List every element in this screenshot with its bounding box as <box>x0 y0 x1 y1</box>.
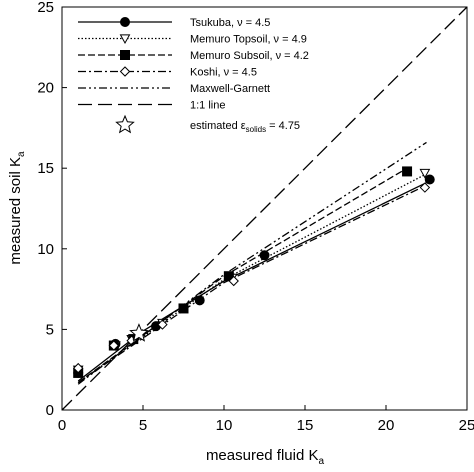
x-axis-label-text: measured fluid K <box>206 447 319 464</box>
x-tick-label: 5 <box>139 417 147 434</box>
legend-marker <box>120 50 130 60</box>
legend-label: estimated εsolids = 4.75 <box>190 120 300 134</box>
legend-label-text: 1:1 line <box>190 100 225 112</box>
series-line <box>61 6 468 411</box>
y-tick-label: 10 <box>37 241 54 258</box>
x-tick-label: 0 <box>58 417 66 434</box>
legend-label-text: estimated ε <box>190 120 246 132</box>
legend-label: Koshi, ν = 4.5 <box>190 67 257 79</box>
legend-entry: estimated εsolids = 4.75 <box>115 114 300 134</box>
x-axis-label-sub: a <box>319 456 325 467</box>
plot-frame <box>61 6 468 411</box>
series-line <box>77 167 408 384</box>
marker <box>419 168 431 179</box>
legend-label-text: Koshi, ν = 4.5 <box>190 67 257 79</box>
legend-label: Memuro Subsoil, ν = 4.2 <box>190 50 309 62</box>
y-tick-label: 5 <box>46 321 54 338</box>
x-tick-label: 15 <box>297 417 314 434</box>
legend-marker <box>115 114 135 134</box>
legend-label-tail: = 4.75 <box>266 120 300 132</box>
legend-label-text: Memuro Subsoil, ν = 4.2 <box>190 50 309 62</box>
y-axis-label-text: measured soil K <box>7 157 24 265</box>
legend-entry: Maxwell-Garnett <box>78 83 270 95</box>
series-line <box>77 180 431 382</box>
y-tick-label: 0 <box>46 402 54 419</box>
marker <box>424 174 435 185</box>
legend-entry: Memuro Topsoil, ν = 4.9 <box>78 34 307 46</box>
legend-marker <box>119 34 131 45</box>
series-line <box>77 185 426 384</box>
legend-entry: 1:1 line <box>78 100 225 112</box>
legend-label: Tsukuba, ν = 4.5 <box>190 17 270 29</box>
series-line <box>77 141 427 385</box>
legend-entry: Koshi, ν = 4.5 <box>78 66 257 79</box>
legend-label: Maxwell-Garnett <box>190 83 270 95</box>
y-axis-label: measured soil Ka <box>7 151 27 265</box>
marker <box>108 340 120 351</box>
legend-label: Memuro Topsoil, ν = 4.9 <box>190 34 307 46</box>
legend-marker <box>120 17 130 27</box>
marker <box>72 362 84 374</box>
y-axis-label-sub: a <box>16 151 27 157</box>
legend-label-text: Maxwell-Garnett <box>190 83 270 95</box>
x-tick-label: 25 <box>459 417 474 434</box>
marker <box>129 323 149 342</box>
marker <box>402 166 413 177</box>
marker <box>419 182 431 193</box>
legend-entry: Tsukuba, ν = 4.5 <box>78 17 270 29</box>
legend-label: 1:1 line <box>190 100 225 112</box>
series-line <box>77 174 426 384</box>
y-tick-label: 25 <box>37 0 54 16</box>
legend-label-text: Tsukuba, ν = 4.5 <box>190 17 270 29</box>
marker <box>228 275 239 287</box>
x-axis-label: measured fluid Ka <box>206 447 325 467</box>
legend-label-text: Memuro Topsoil, ν = 4.9 <box>190 34 307 46</box>
y-tick-label: 15 <box>37 160 54 177</box>
legend-marker <box>119 66 131 77</box>
y-tick-label: 20 <box>37 80 54 97</box>
legend-label-sub: solids <box>246 125 266 134</box>
x-tick-label: 10 <box>216 417 233 434</box>
legend-entry: Memuro Subsoil, ν = 4.2 <box>78 50 309 62</box>
x-tick-label: 20 <box>378 417 395 434</box>
